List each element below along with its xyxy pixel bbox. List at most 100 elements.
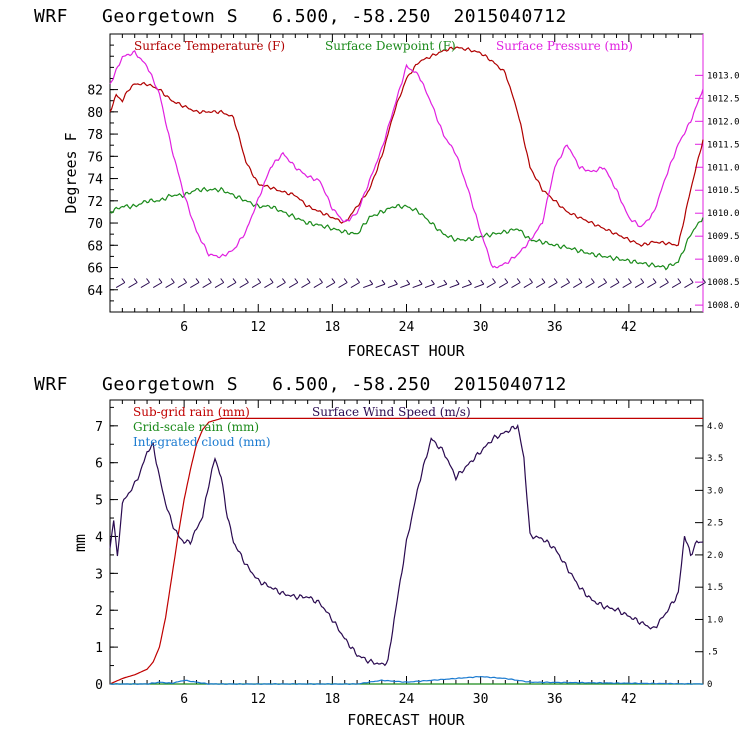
wind-barb-flag [369,279,374,285]
wind-barb-flag [195,278,200,283]
x-tick-label: 12 [250,692,266,707]
wind-barb [363,283,373,289]
y2-tick-label: 2.5 [707,519,723,529]
wind-barb-flag [492,278,496,283]
wind-barbs [115,278,706,289]
wind-barb-flag [356,278,361,283]
x-tick-label: 18 [325,692,341,707]
y2-tick-label: 0 [707,680,712,690]
x-tick-label: 24 [399,320,415,335]
wind-barb-flag [640,278,645,283]
y2-tick-label: 1008.5 [707,278,740,288]
x-tick-label: 36 [547,320,563,335]
legend-surface-temperature: Surface Temperature (F) [134,39,285,53]
wind-barb [325,282,336,288]
wind-barb [202,282,212,288]
y2-tick-label: 1013.0 [707,71,740,81]
temperature-line [109,46,704,247]
wind-barb-flag [343,278,348,283]
y2-tick-label: 1009.0 [707,255,740,265]
y-tick-label: 68 [87,239,103,254]
wind-barb [152,282,163,288]
wind-barb [659,282,669,288]
legend-surface-dewpoint: Surface Dewpoint (F) [325,39,456,53]
y2-tick-label: 1012.5 [707,94,740,104]
y2-tick-label: 4.0 [707,422,723,432]
y2-tick-label: 1011.5 [707,140,740,150]
wind-barb [214,282,224,288]
panel1-y-axis-label: Degrees F [62,132,80,213]
x-tick-label: 30 [473,320,489,335]
wind-barb-flag [158,278,163,283]
wind-barb-flag [590,278,595,283]
wind-barb-flag [480,279,485,285]
wind-barb-flag [578,278,583,283]
wind-barb-flag [294,278,299,283]
wind-barb-flag [170,278,175,283]
wind-barb-flag [418,279,423,285]
wind-barb-flag [430,279,435,285]
wind-speed-line [109,423,704,667]
wind-barb [190,282,200,288]
panel2-x-axis-label: FORECAST HOUR [347,711,465,729]
wind-barb [597,282,607,288]
y-tick-label: 4 [95,530,103,545]
wind-barb [350,282,360,288]
wind-barb [684,282,694,288]
wind-barb [610,282,620,288]
wind-barb-flag [665,278,669,283]
y-tick-label: 1 [95,641,103,656]
wind-barb-flag [393,279,398,285]
wind-barb-flag [615,278,620,283]
pressure-line [109,50,704,269]
wind-barb-flag [566,278,570,283]
wind-barb [498,282,509,288]
x-tick-label: 18 [325,320,341,335]
y-tick-label: 64 [87,284,103,299]
y-tick-label: 5 [95,494,103,509]
y-tick-label: 72 [87,195,103,210]
wind-barb-flag [443,279,448,285]
legend-subgrid-rain: Sub-grid rain (mm) [133,405,250,419]
wind-barb [634,282,644,288]
wind-barb-flag [529,278,533,283]
wind-barb [671,282,682,288]
wind-barb-flag [146,278,150,283]
wind-barb [387,283,398,289]
wind-barb-flag [455,279,460,285]
y2-tick-label: 1010.5 [707,186,740,196]
wind-barb [474,283,484,289]
wind-barb [251,282,261,288]
wind-barb [338,282,348,288]
wind-barb-flag [628,278,632,283]
x-tick-label: 24 [399,692,415,707]
wind-barb [301,282,311,288]
wind-barb-flag [257,278,262,283]
wind-barb-flag [406,279,411,285]
y-tick-label: 3 [95,567,103,582]
y-tick-label: 76 [87,150,103,165]
wind-barb [696,282,706,288]
dewpoint-line [109,186,704,271]
y-tick-label: 6 [95,457,103,472]
wind-barb-flag [220,278,225,283]
wind-barb-flag [702,278,706,283]
x-tick-label: 30 [473,692,489,707]
y2-tick-label: 3.0 [707,486,723,496]
y-tick-label: 70 [87,217,103,232]
panel2-y-axis-label: mm [71,534,89,552]
wind-barb [177,282,187,288]
wind-barb [548,282,558,288]
wind-barb [585,282,595,288]
wind-barb-flag [183,278,188,283]
panel2-title: WRF Georgetown S 6.500, -58.250 20150407… [34,374,567,395]
wind-barb-flag [207,278,212,283]
wind-barb [449,283,460,289]
x-tick-label: 12 [250,320,266,335]
y-tick-label: 7 [95,420,103,435]
wind-barb-flag [603,278,607,283]
panel1-x-axis-label: FORECAST HOUR [347,342,465,360]
y-tick-label: 78 [87,128,103,143]
wind-barb-flag [232,278,237,283]
